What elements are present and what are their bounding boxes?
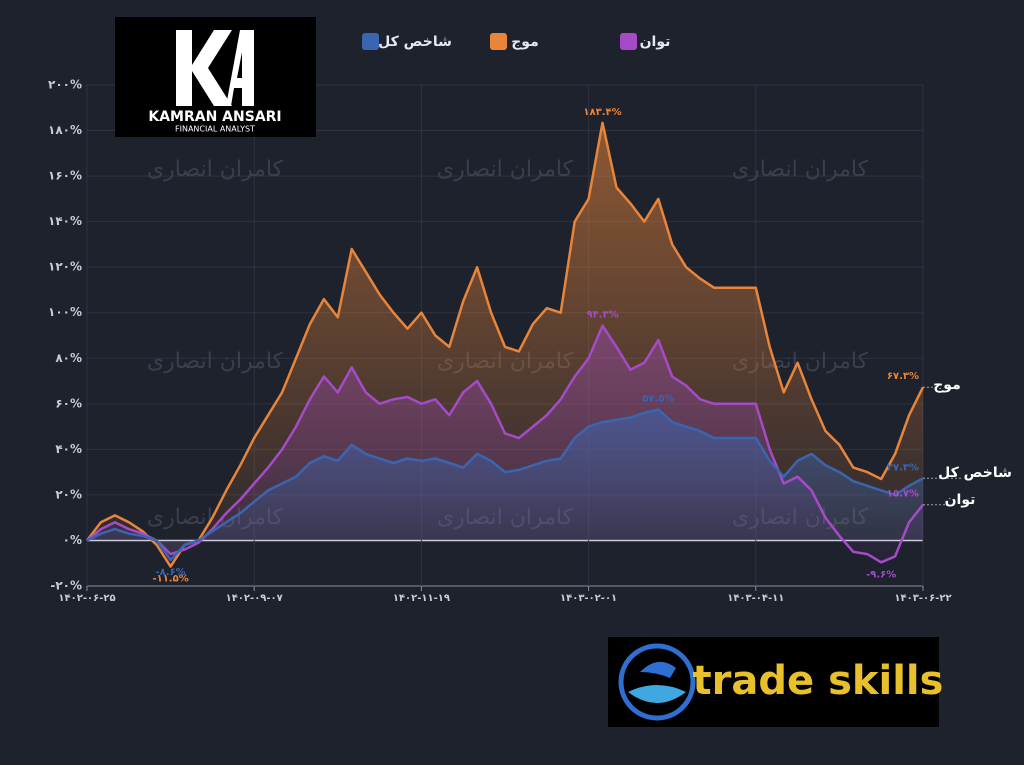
end-label: شاخص کل	[938, 465, 1012, 481]
legend-label: توان	[640, 34, 671, 50]
watermark: کامران انصاری	[437, 157, 574, 182]
y-tick-label: ۱۸۰%	[48, 123, 82, 137]
end-label: موج	[933, 377, 961, 393]
value-label: ۲۷.۳%	[887, 462, 919, 473]
watermark: کامران انصاری	[147, 157, 284, 182]
series-line	[86, 324, 924, 564]
logo-k	[176, 30, 232, 106]
x-tick-label: ۱۴۰۳-۰۴-۱۱	[727, 593, 784, 604]
partner-name: trade skills	[693, 658, 944, 704]
watermark: کامران انصاری	[147, 349, 284, 374]
value-label: ۹۴.۳%	[586, 310, 618, 321]
line-layer	[86, 121, 963, 568]
series-line	[86, 408, 924, 562]
logo-a	[226, 30, 254, 106]
partner-wave	[628, 685, 686, 703]
y-tick-label: ۴۰%	[55, 442, 82, 456]
y-tick-label: ۱۰۰%	[48, 305, 82, 319]
value-label: -۱۱.۵%	[152, 574, 188, 585]
value-label: ۱۸۳.۴%	[583, 107, 621, 118]
y-tick-label: ۶۰%	[55, 396, 82, 410]
watermark: کامران انصاری	[732, 157, 869, 182]
value-label: -۸.۶%	[156, 567, 186, 578]
legend-swatch	[362, 33, 379, 50]
y-tick-label: ۱۲۰%	[48, 260, 82, 274]
x-tick-label: ۱۴۰۳-۰۶-۲۲	[894, 593, 951, 604]
y-tick-label: ۲۰۰%	[48, 78, 82, 92]
y-tick-label: ۲۰%	[55, 487, 82, 501]
value-label: -۹.۶%	[866, 569, 896, 580]
area-fill	[87, 409, 923, 560]
partner-emblem	[618, 643, 696, 721]
partner-bull	[640, 661, 676, 678]
legend-label: شاخص کل	[378, 34, 452, 50]
series-line	[86, 121, 925, 568]
y-tick-label: ۱۶۰%	[48, 169, 82, 183]
value-label: ۵۷.۵%	[642, 394, 674, 405]
y-tick-label: ۱۴۰%	[48, 214, 82, 228]
legend-swatch	[620, 33, 637, 50]
y-tick-label: ۸۰%	[55, 351, 82, 365]
x-tick-label: ۱۴۰۲-۰۶-۲۵	[58, 593, 115, 604]
value-label: ۶۷.۳%	[887, 371, 919, 382]
brand-name: KAMRAN ANSARI	[148, 109, 281, 125]
legend-swatch	[490, 33, 507, 50]
brand-logo: KAMRAN ANSARI FINANCIAL ANALYST	[115, 17, 316, 137]
area-layer	[87, 122, 923, 567]
x-tick-label: ۱۴۰۲-۱۱-۱۹	[393, 593, 450, 604]
brand-tagline: FINANCIAL ANALYST	[175, 125, 255, 134]
y-tick-label: ۰%	[63, 533, 82, 547]
x-tick-label: ۱۴۰۳-۰۲-۰۱	[560, 593, 617, 604]
x-tick-label: ۱۴۰۲-۰۹-۰۷	[226, 593, 283, 604]
text-layer: -۲۰% ۰% ۲۰% ۴۰% ۶۰% ۸۰% ۱۰۰% ۱۲۰% ۱۴۰% ۱۶۰% ۱۸۰% ۲۰…	[48, 33, 1012, 604]
partner-box	[608, 637, 939, 727]
value-label: ۱۵.۷%	[887, 489, 919, 500]
end-label: توان	[945, 492, 976, 508]
legend-label: موج	[511, 34, 539, 50]
y-tick-label: -۲۰%	[50, 579, 82, 593]
partner-logo: trade skills	[608, 637, 943, 727]
